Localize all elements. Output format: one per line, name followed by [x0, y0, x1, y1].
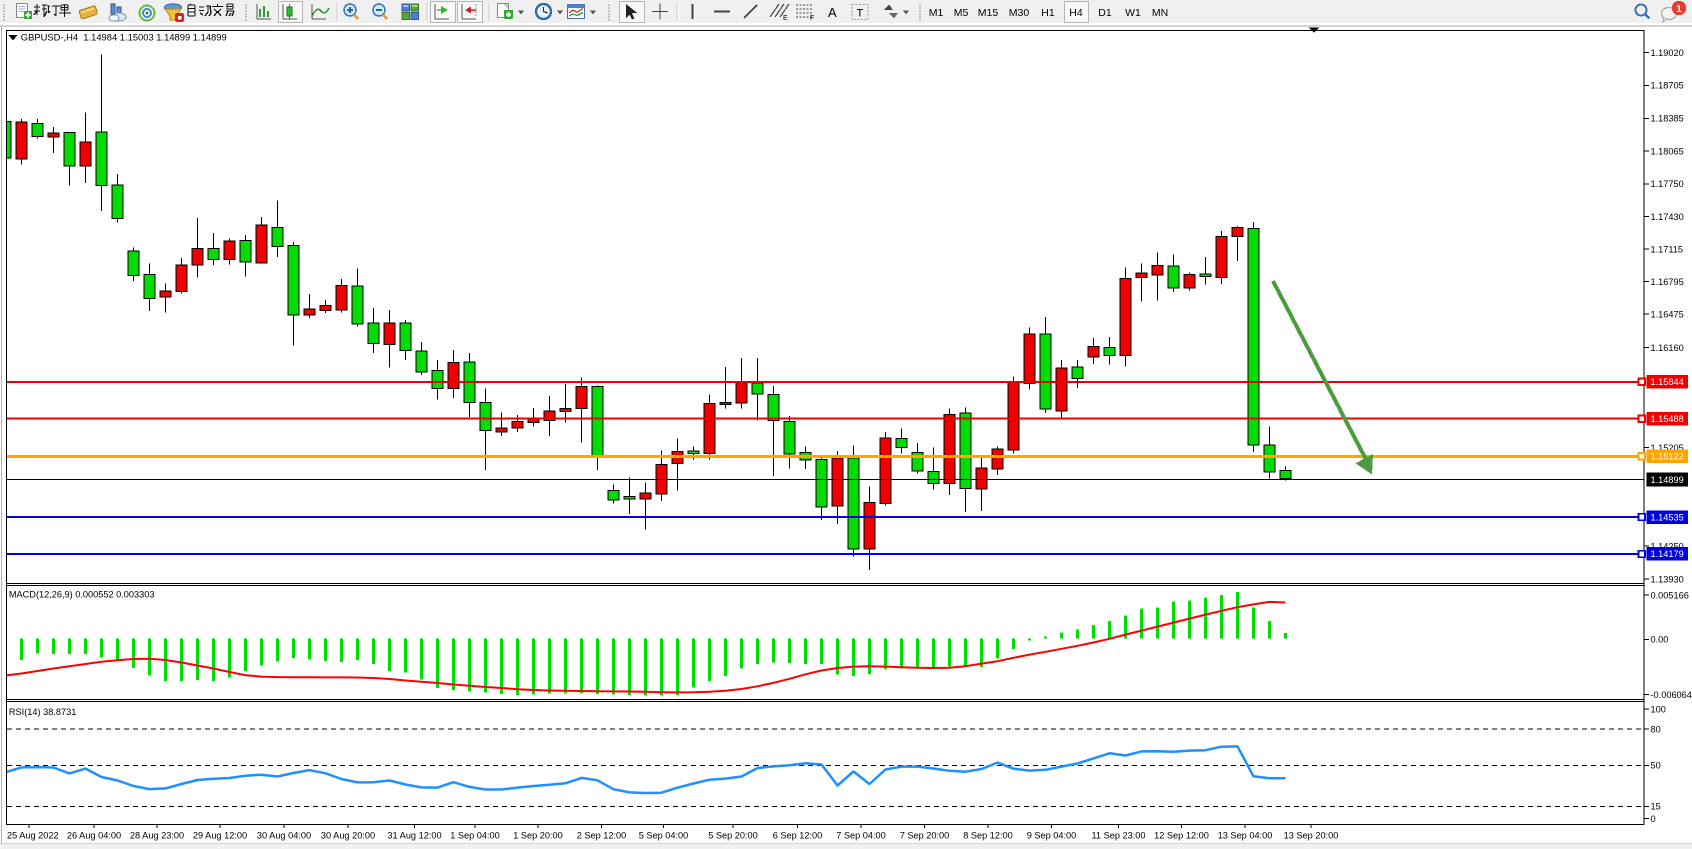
svg-text:1.14179: 1.14179	[1651, 549, 1684, 559]
svg-text:11 Sep 23:00: 11 Sep 23:00	[1092, 831, 1146, 841]
svg-text:6 Sep 12:00: 6 Sep 12:00	[773, 831, 823, 841]
svg-text:1.18065: 1.18065	[1651, 146, 1684, 156]
svg-text:RSI(14) 38.8731: RSI(14) 38.8731	[9, 707, 76, 717]
svg-text:M15: M15	[978, 7, 999, 19]
svg-text:12 Sep 12:00: 12 Sep 12:00	[1154, 831, 1209, 841]
svg-text:1.17115: 1.17115	[1651, 244, 1684, 254]
svg-text:1.14535: 1.14535	[1651, 512, 1684, 522]
svg-text:1.16795: 1.16795	[1651, 277, 1684, 287]
svg-text:2 Sep 12:00: 2 Sep 12:00	[577, 831, 627, 841]
svg-text:1.16475: 1.16475	[1651, 309, 1684, 319]
svg-text:M5: M5	[954, 7, 969, 19]
svg-text:80: 80	[1651, 725, 1661, 735]
svg-text:1.19020: 1.19020	[1651, 48, 1684, 58]
svg-text:0: 0	[1651, 814, 1656, 824]
svg-text:F: F	[810, 15, 814, 22]
svg-text:E: E	[783, 15, 788, 22]
svg-text:GBPUSD-,H4 1.14984 1.15003 1.: GBPUSD-,H4 1.14984 1.15003 1.14899 1.148…	[21, 32, 227, 43]
svg-text:5 Sep 20:00: 5 Sep 20:00	[708, 831, 758, 841]
svg-text:W1: W1	[1125, 7, 1141, 19]
svg-text:1.16160: 1.16160	[1651, 343, 1684, 353]
svg-text:M1: M1	[929, 7, 944, 19]
svg-text:1.18705: 1.18705	[1651, 81, 1684, 91]
svg-text:5 Sep 04:00: 5 Sep 04:00	[639, 831, 689, 841]
svg-text:1 Sep 04:00: 1 Sep 04:00	[450, 831, 500, 841]
svg-text:9 Sep 04:00: 9 Sep 04:00	[1027, 831, 1077, 841]
svg-text:1.15205: 1.15205	[1651, 443, 1684, 453]
svg-text:26 Aug 04:00: 26 Aug 04:00	[67, 831, 121, 841]
svg-text:1.15488: 1.15488	[1651, 414, 1684, 424]
svg-text:MN: MN	[1152, 7, 1168, 19]
svg-text:1.18385: 1.18385	[1651, 114, 1684, 124]
svg-text:1.15122: 1.15122	[1651, 452, 1684, 462]
svg-text:15: 15	[1651, 802, 1661, 812]
svg-text:13 Sep 20:00: 13 Sep 20:00	[1284, 831, 1339, 841]
svg-text:50: 50	[1651, 761, 1661, 771]
svg-text:1.17750: 1.17750	[1651, 179, 1684, 189]
svg-text:100: 100	[1651, 704, 1666, 714]
svg-text:7 Sep 04:00: 7 Sep 04:00	[836, 831, 886, 841]
svg-text:25 Aug 2022: 25 Aug 2022	[7, 831, 59, 841]
svg-text:30 Aug 04:00: 30 Aug 04:00	[257, 831, 311, 841]
svg-text:28 Aug 23:00: 28 Aug 23:00	[130, 831, 184, 841]
svg-text:1.14899: 1.14899	[1651, 475, 1684, 485]
svg-text:1.15844: 1.15844	[1651, 377, 1684, 387]
svg-text:D1: D1	[1098, 7, 1112, 19]
svg-text:T: T	[857, 8, 864, 20]
svg-text:13 Sep 04:00: 13 Sep 04:00	[1218, 831, 1273, 841]
svg-text:0.005166: 0.005166	[1651, 590, 1689, 600]
svg-text:7 Sep 20:00: 7 Sep 20:00	[900, 831, 950, 841]
svg-text:A: A	[828, 5, 837, 20]
svg-text:H4: H4	[1069, 7, 1083, 19]
svg-text:1 Sep 20:00: 1 Sep 20:00	[513, 831, 563, 841]
svg-text:0.00: 0.00	[1651, 635, 1669, 645]
svg-text:1.14250: 1.14250	[1651, 542, 1684, 552]
svg-text:MACD(12,26,9) 0.000552 0.00330: MACD(12,26,9) 0.000552 0.003303	[9, 589, 155, 599]
svg-text:30 Aug 20:00: 30 Aug 20:00	[321, 831, 375, 841]
svg-text:31 Aug 12:00: 31 Aug 12:00	[387, 831, 441, 841]
svg-text:29 Aug 12:00: 29 Aug 12:00	[193, 831, 247, 841]
svg-text:H1: H1	[1041, 7, 1055, 19]
svg-text:M30: M30	[1009, 7, 1030, 19]
svg-text:1: 1	[1676, 3, 1682, 15]
svg-text:1.17430: 1.17430	[1651, 212, 1684, 222]
svg-text:1.13930: 1.13930	[1651, 575, 1684, 585]
svg-text:-0.006064: -0.006064	[1651, 690, 1692, 700]
svg-text:8 Sep 12:00: 8 Sep 12:00	[963, 831, 1013, 841]
